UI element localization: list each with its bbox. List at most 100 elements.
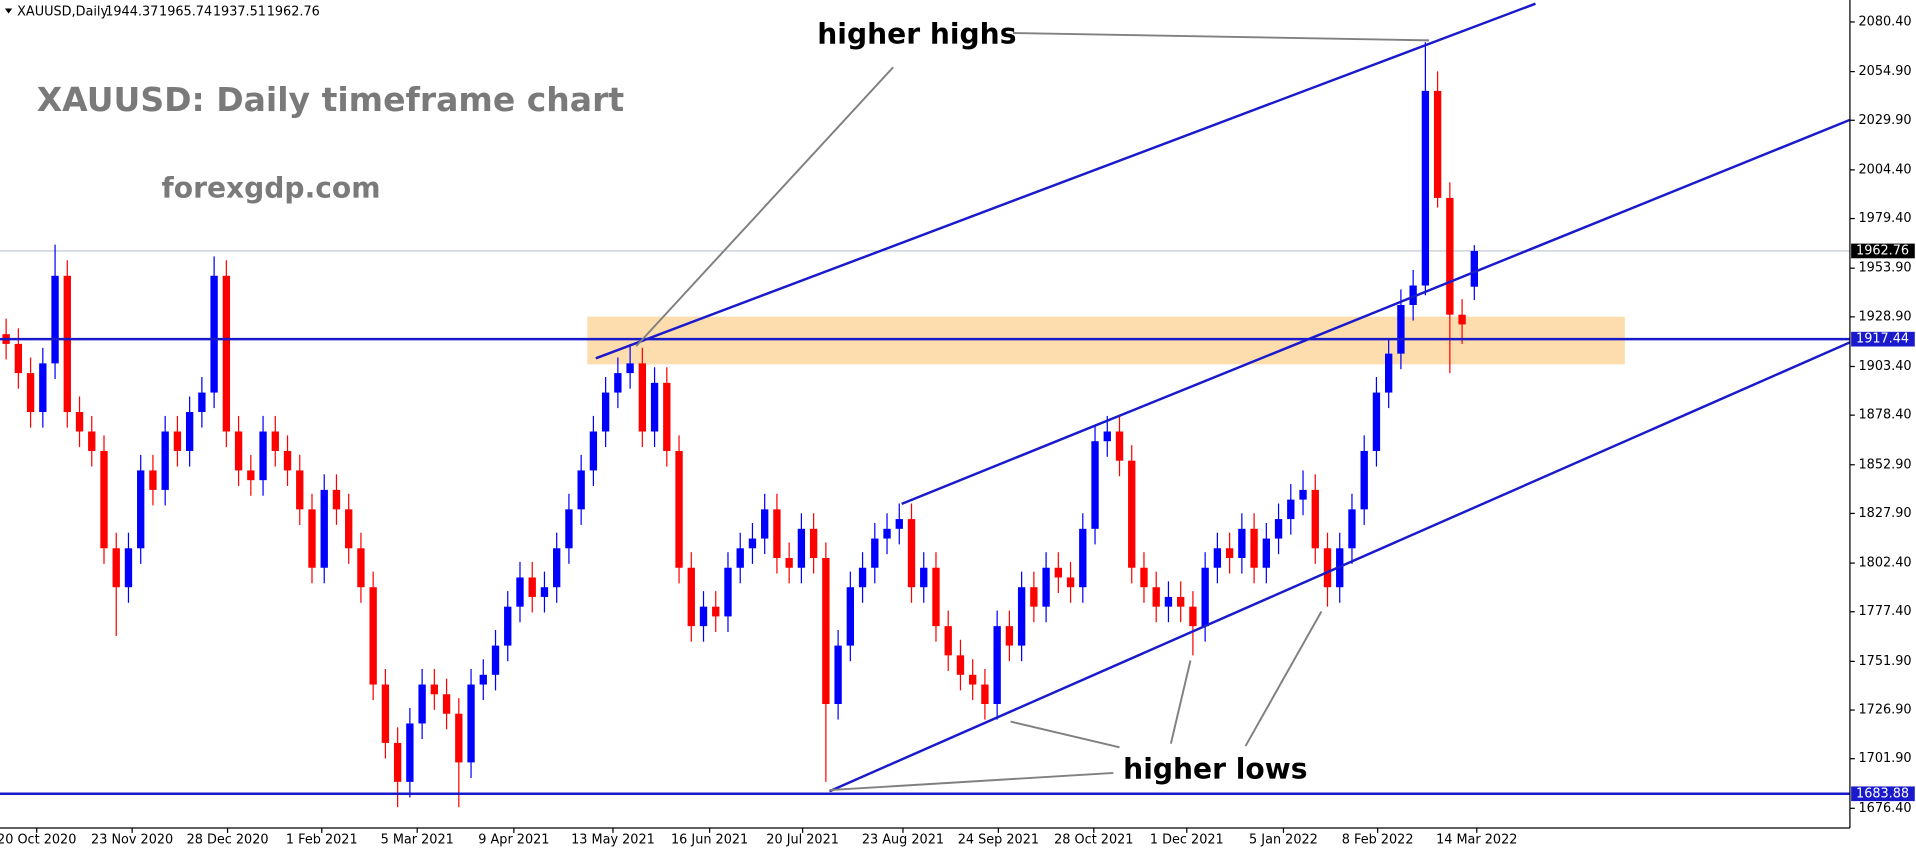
y-tick-label: 1953.90	[1858, 261, 1911, 276]
y-tick-label: 1777.40	[1858, 604, 1911, 619]
candle-body	[442, 694, 451, 714]
candle-body	[687, 567, 695, 627]
candle-body	[932, 567, 940, 627]
candle-body	[589, 431, 598, 471]
candle-body	[1066, 577, 1075, 588]
candle-body	[161, 431, 169, 490]
candle-body	[479, 674, 487, 685]
candle-body	[1128, 460, 1136, 568]
x-tick-label: 5 Mar 2021	[381, 833, 454, 848]
candle-body	[516, 577, 524, 607]
x-tick-label: 24 Sep 2021	[958, 833, 1039, 848]
trend-line	[901, 118, 1850, 506]
level-label: 1683.88	[1856, 786, 1909, 801]
candle-body	[1397, 304, 1405, 354]
candle-body	[1079, 528, 1087, 588]
header-high: 1965.74	[159, 5, 212, 20]
y-tick-label: 2080.40	[1858, 14, 1911, 29]
y-tick-label: 1676.40	[1858, 801, 1911, 816]
candle-body	[1250, 528, 1258, 568]
candle-body	[185, 412, 194, 451]
candle-body	[1274, 519, 1283, 539]
candle-body	[271, 431, 279, 451]
annotation: higher lows	[1123, 753, 1307, 786]
candle-body	[283, 450, 292, 471]
chart-subtitle: forexgdp.com	[162, 172, 381, 205]
annotation-arrows	[635, 32, 1430, 792]
candle-body	[406, 723, 414, 782]
candle-body	[822, 558, 830, 704]
x-tick-label: 20 Jul 2021	[766, 833, 839, 848]
candle-body	[137, 470, 145, 549]
candle-body	[1177, 596, 1185, 607]
candle-body	[259, 431, 267, 481]
candle-body	[1372, 392, 1381, 451]
arrow-line	[1169, 660, 1192, 744]
y-tick-label: 1726.90	[1858, 703, 1911, 718]
x-tick-label: 16 Jun 2021	[671, 833, 748, 848]
y-tick-label: 1701.90	[1858, 751, 1911, 766]
candle-body	[920, 567, 928, 588]
candle-body	[944, 626, 952, 656]
candle-body	[332, 489, 341, 510]
candle-body	[736, 548, 744, 568]
y-tick-label: 2054.90	[1858, 64, 1911, 79]
candle-body	[871, 538, 879, 568]
candle-body	[1385, 353, 1393, 393]
x-tick-label: 23 Aug 2021	[862, 833, 944, 848]
candle-body	[198, 392, 206, 413]
candle-body	[540, 587, 549, 597]
x-tick-label: 1 Dec 2021	[1150, 833, 1224, 848]
y-tick-label: 2029.90	[1858, 113, 1911, 128]
arrow-line	[1244, 611, 1323, 747]
y-tick-label: 1979.40	[1858, 211, 1911, 226]
candle-body	[1091, 441, 1099, 529]
candle-body	[1103, 431, 1111, 442]
header-symbol: XAUUSD,Daily	[17, 5, 108, 20]
candle-body	[173, 431, 182, 451]
candle-body	[797, 528, 806, 568]
candle-body	[565, 509, 573, 549]
candle-body	[809, 528, 818, 559]
candle-body	[1005, 626, 1014, 646]
candle-body	[883, 528, 891, 539]
candle-body	[51, 275, 59, 364]
header-open: 1944.37	[105, 5, 158, 20]
candle-body	[650, 382, 659, 432]
level-label-box	[1851, 331, 1915, 347]
candle-body	[675, 450, 683, 568]
candle-body	[504, 606, 512, 646]
candle-body	[1287, 499, 1295, 520]
candle-body	[981, 684, 989, 704]
candle-body	[100, 450, 108, 549]
candle-body	[1323, 548, 1332, 588]
candle-body	[247, 470, 255, 481]
y-tick-label: 2004.40	[1858, 162, 1911, 177]
candle-body	[614, 373, 622, 393]
candle-body	[834, 645, 842, 704]
candle-body	[1299, 489, 1307, 500]
candle-body	[149, 470, 157, 490]
candle-body	[1421, 90, 1430, 286]
x-tick-label: 8 Feb 2022	[1342, 833, 1414, 848]
candle-body	[26, 373, 35, 413]
trend-line	[829, 341, 1850, 793]
x-tick-label: 5 Jan 2022	[1249, 833, 1318, 848]
candle-body	[1164, 596, 1173, 607]
header-low: 1937.51	[213, 5, 266, 20]
level-label-box	[1851, 786, 1915, 802]
candle-body	[1030, 587, 1038, 607]
candle-body	[528, 577, 536, 597]
candle-body	[1140, 567, 1148, 588]
level-label: 1917.44	[1856, 332, 1909, 347]
candle-body	[1017, 587, 1026, 646]
arrow-line	[829, 771, 1114, 792]
candle-body	[369, 587, 377, 685]
candle-body	[712, 606, 720, 617]
candle-body	[785, 558, 793, 568]
candle-body	[1409, 285, 1417, 305]
candle-body	[1042, 567, 1050, 607]
header-icon	[4, 8, 13, 14]
